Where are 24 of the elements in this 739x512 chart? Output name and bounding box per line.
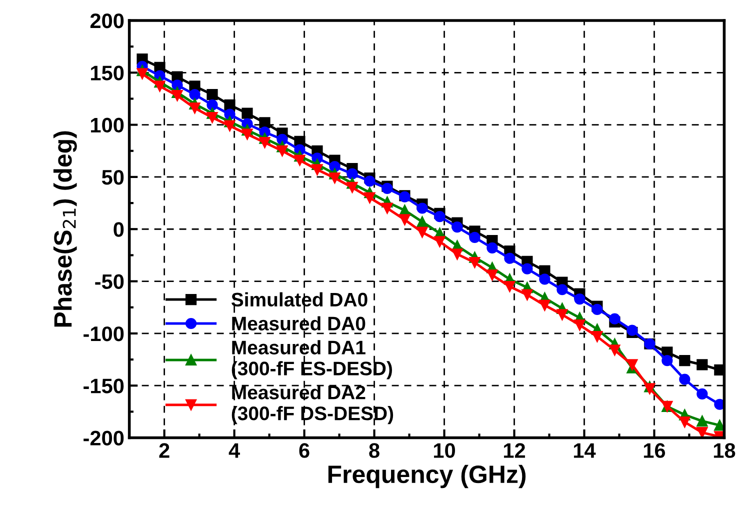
x-tick-label: 12 <box>504 443 526 458</box>
x-tick-label: 2 <box>159 443 170 458</box>
y-tick-label: -50 <box>95 274 124 290</box>
y-tick-label: 0 <box>114 222 124 237</box>
y-tick-label: 200 <box>90 13 124 28</box>
legend-label: Simulated DA0 <box>231 292 368 307</box>
x-tick-label: 6 <box>299 443 310 458</box>
y-axis-title: Phase(S$_{21}$) (deg) <box>53 131 77 327</box>
x-tick-label: 14 <box>574 443 596 458</box>
x-tick-label: 10 <box>434 443 456 458</box>
y-tick-label: -150 <box>84 378 124 394</box>
legend-label: Measured DA2 (300-fF DS-DESD) <box>232 385 394 424</box>
y-tick-label: -200 <box>84 430 124 446</box>
y-tick-label: 150 <box>91 66 124 80</box>
x-tick-label: 16 <box>644 443 666 458</box>
x-tick-label: 4 <box>228 443 240 458</box>
legend-label: Measured DA0 <box>232 316 366 330</box>
legend-label: Measured DA1 (300-fF ES-DESD) <box>232 340 392 380</box>
y-tick-label: 100 <box>91 118 124 133</box>
y-tick-label: 50 <box>102 170 124 185</box>
x-axis-title: Frequency (GHz) <box>328 464 526 488</box>
x-tick-label: 8 <box>369 443 380 458</box>
x-tick-label: 18 <box>714 443 736 458</box>
y-tick-label: -100 <box>84 326 124 342</box>
